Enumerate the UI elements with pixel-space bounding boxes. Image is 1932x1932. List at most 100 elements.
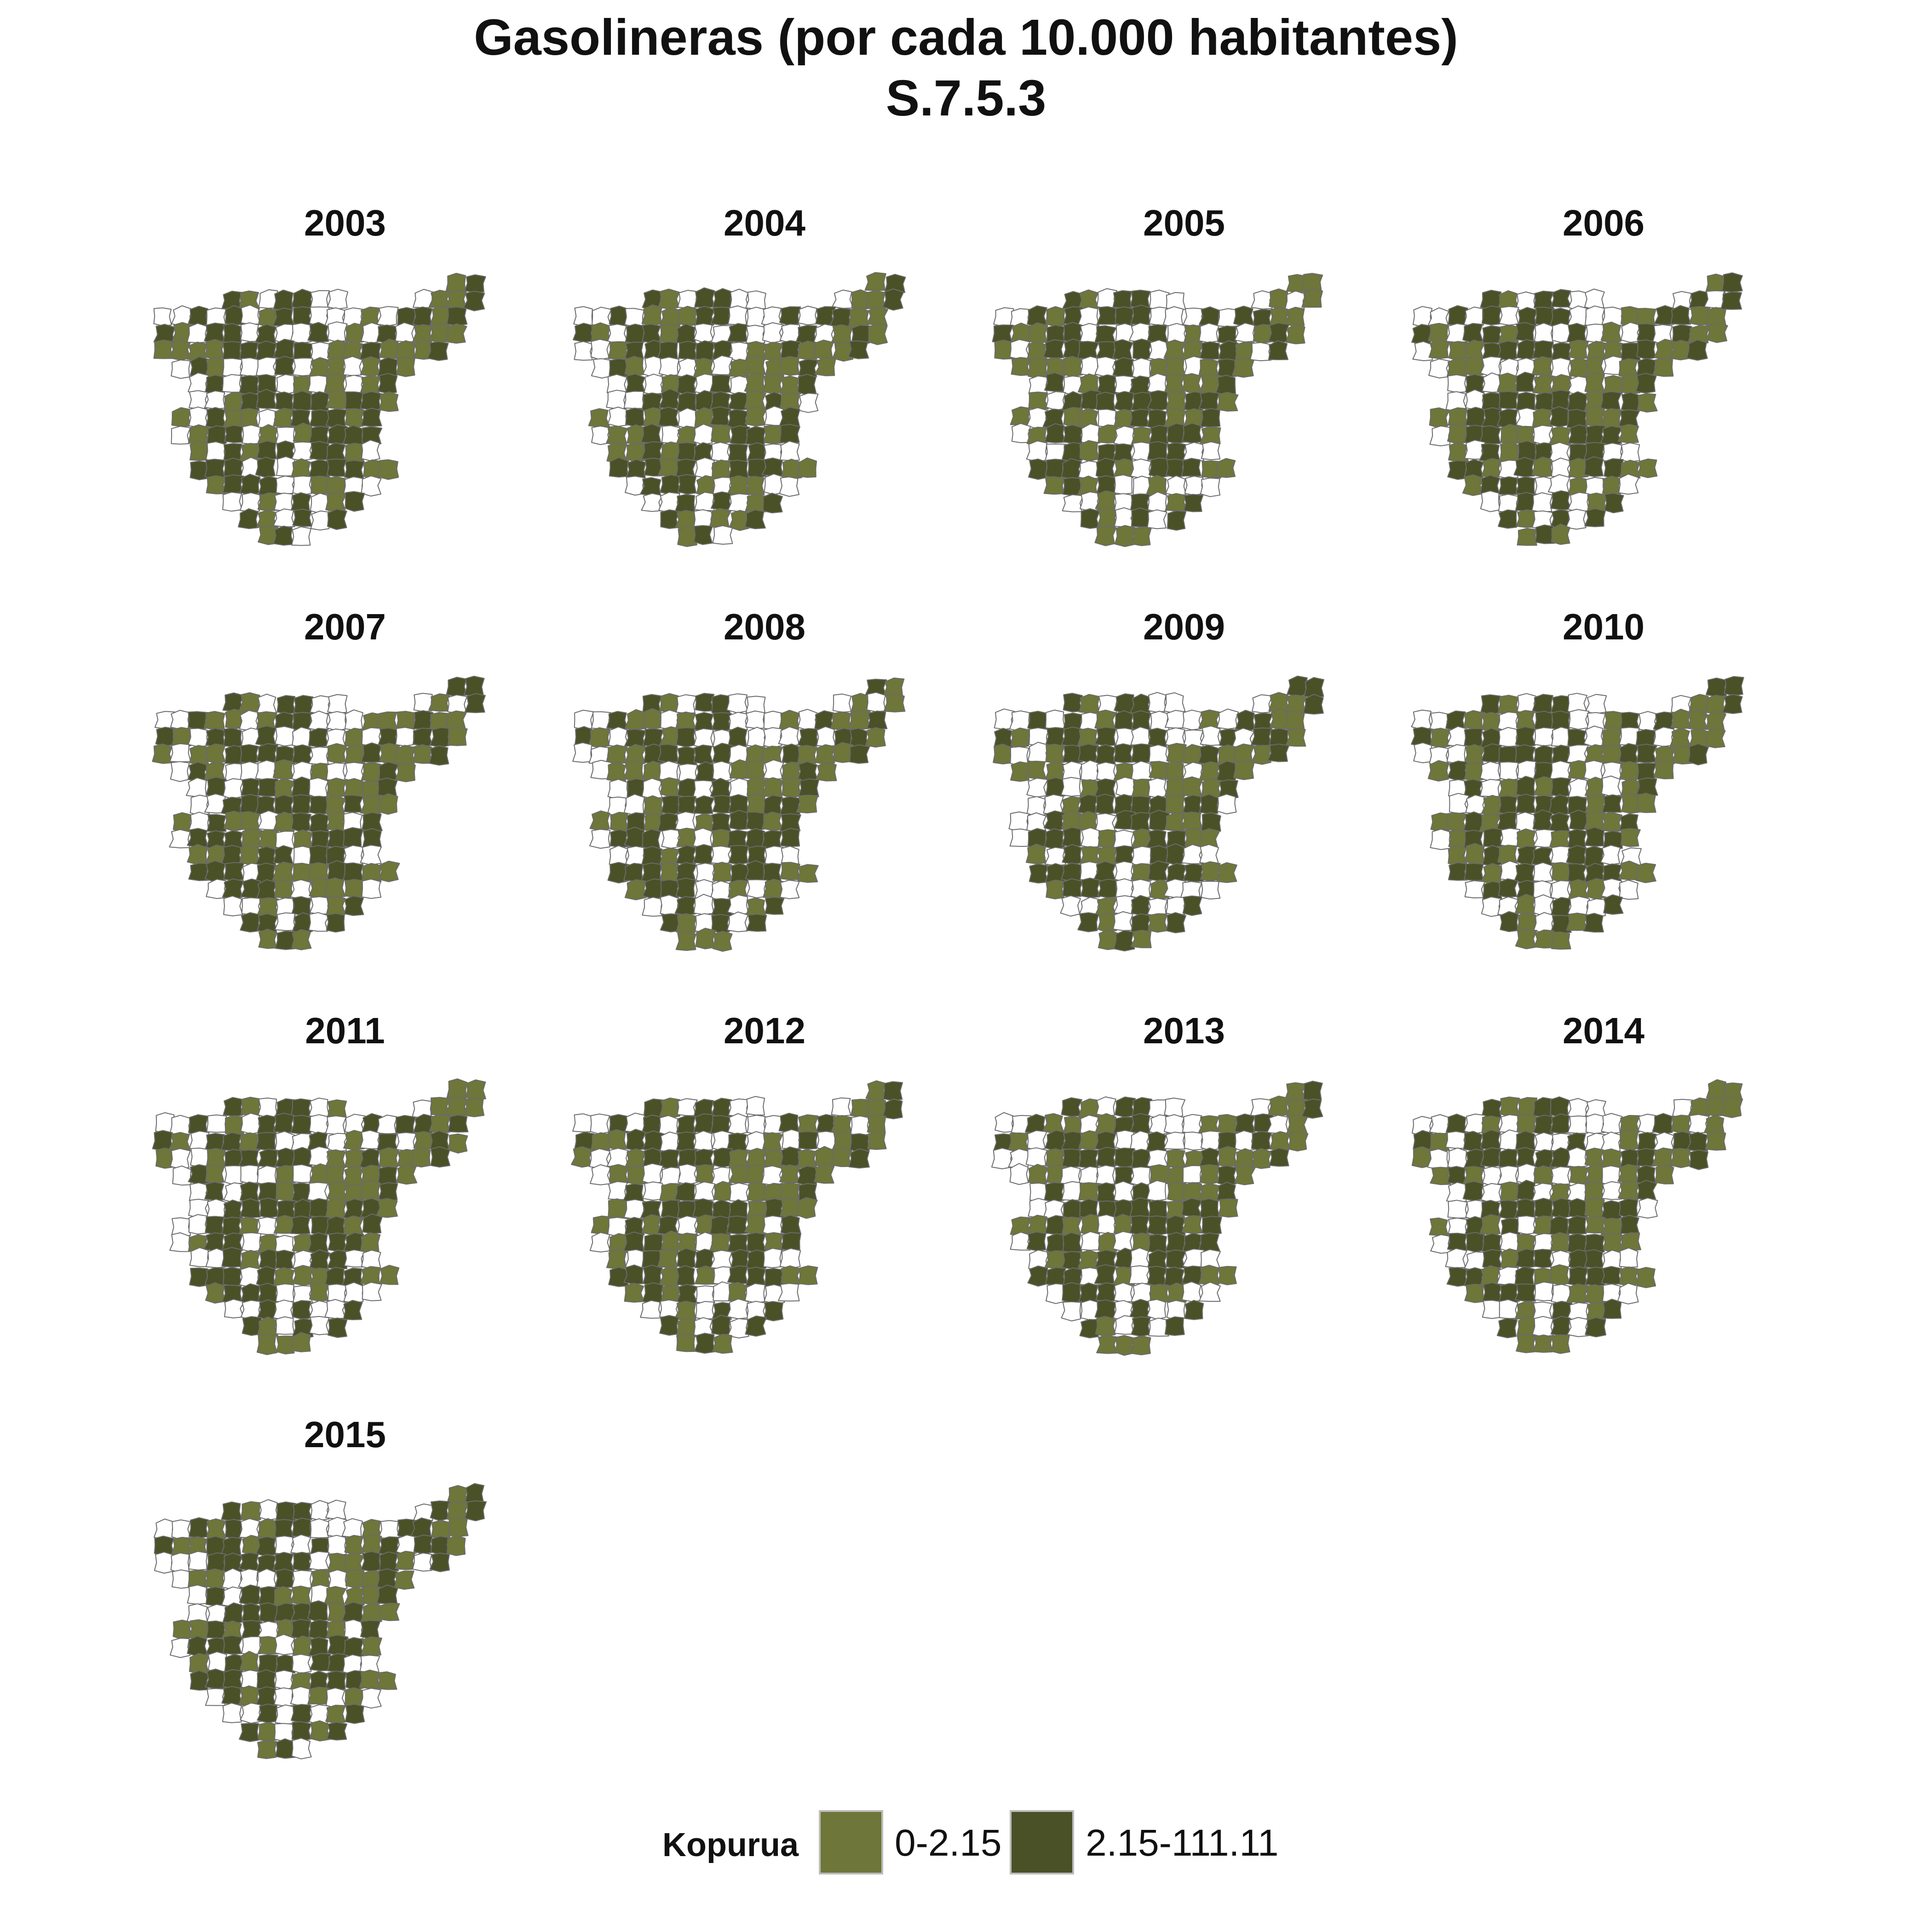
municipality-region [851,693,871,714]
municipality-region [606,744,628,765]
municipality-region [273,339,295,360]
municipality-region [152,743,173,764]
municipality-region [1532,694,1553,714]
municipality-region [240,744,259,764]
municipality-region [780,1146,801,1167]
panel-year-label: 2004 [724,202,805,243]
legend: Kopurua 0-2.15 2.15-111.11 [0,1808,1932,1877]
municipality-region [428,693,451,712]
municipality-region [1481,342,1503,361]
municipality-region [1130,726,1151,746]
municipality-region [376,306,399,327]
municipality-region [1549,406,1569,428]
municipality-region [1198,391,1220,410]
municipality-region [291,1332,311,1352]
municipality-region [344,1619,365,1641]
municipality-region [694,1149,714,1167]
municipality-region [1533,1115,1555,1135]
municipality-region [413,1535,434,1555]
municipality-region [190,1147,210,1167]
municipality-region [1269,1147,1289,1167]
municipality-region [239,1584,261,1606]
municipality-region [256,440,277,460]
municipality-region [273,289,293,311]
municipality-region [360,391,383,411]
municipality-region [1515,726,1536,748]
municipality-region [1601,306,1624,327]
municipality-region [607,323,628,344]
municipality-region [240,392,260,413]
map-panel-2005: 2005 [977,202,1391,570]
municipality-region [291,288,313,310]
municipality-region [797,374,817,396]
municipality-region [1218,1146,1237,1168]
municipality-region [206,1518,227,1541]
municipality-region [1653,759,1674,780]
municipality-region [1165,493,1187,512]
municipality-region [188,406,209,428]
municipality-region [187,1635,208,1657]
municipality-region [361,812,383,832]
municipality-region [1550,1316,1571,1336]
municipality-region [274,912,297,931]
municipality-region [1113,458,1135,478]
municipality-region [1533,862,1553,882]
municipality-region [1548,426,1571,445]
map-panel-2007: 2007 [138,606,552,974]
map-panel-2006: 2006 [1397,202,1811,570]
municipality-region [307,322,329,343]
municipality-region [1534,322,1554,344]
municipality-region [1148,860,1170,881]
municipality-region [204,1568,226,1589]
municipality-region [1514,1283,1537,1302]
municipality-region [1025,1147,1048,1167]
municipality-region [290,1686,310,1707]
municipality-region [463,290,485,311]
municipality-region [713,1181,733,1201]
municipality-region [1165,794,1184,815]
municipality-region [204,390,225,409]
municipality-region [623,862,644,881]
map-panel-2013: 2013 [977,1010,1391,1378]
municipality-region [1095,1316,1116,1337]
municipality-region [692,844,714,864]
municipality-region [1635,308,1656,327]
municipality-region [727,1298,749,1319]
municipality-region [1724,676,1744,696]
municipality-region [1532,1316,1554,1338]
municipality-region [188,1517,209,1539]
municipality-region [676,391,697,413]
municipality-region [1147,390,1169,411]
municipality-region [779,306,801,326]
municipality-region [1547,474,1570,494]
municipality-region [205,1164,225,1184]
municipality-region [378,1520,400,1540]
municipality-region [1705,678,1728,697]
municipality-region [221,1501,242,1521]
municipality-region [1463,356,1485,376]
map-panel-2004: 2004 [558,202,972,570]
municipality-region [1199,844,1219,864]
municipality-region [258,476,279,496]
municipality-region [395,1115,416,1135]
municipality-region [1234,1164,1256,1185]
municipality-region [1448,862,1468,881]
municipality-region [1600,1131,1623,1154]
municipality-region [796,1197,818,1219]
municipality-region [430,1146,451,1168]
map-panel-2011: 2011 [138,1010,552,1378]
municipality-region [676,727,696,748]
municipality-region [240,1501,261,1522]
municipality-region [1027,305,1047,328]
municipality-region [712,288,733,308]
municipality-region [1620,1115,1640,1133]
municipality-region [1567,1317,1589,1337]
municipality-region [1705,1131,1726,1151]
municipality-region [207,814,227,832]
municipality-region [447,1133,468,1154]
municipality-region [1498,878,1518,898]
municipality-region [1481,1116,1501,1135]
municipality-region [693,894,714,915]
municipality-region [169,1638,191,1658]
municipality-region [1568,709,1590,730]
